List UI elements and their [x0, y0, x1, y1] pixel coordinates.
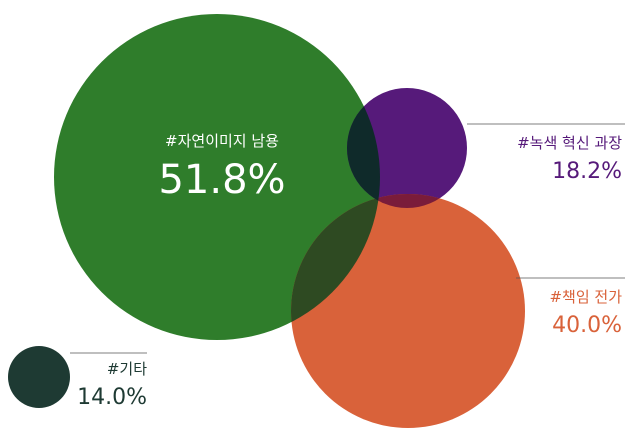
label-value-responsibility: 40.0%: [552, 313, 622, 338]
label-value-green-innovation: 18.2%: [552, 159, 622, 184]
label-value-other: 14.0%: [77, 385, 147, 410]
overlap-green-orange: [291, 194, 380, 340]
label-name-other: #기타: [107, 360, 147, 378]
label-name-green-innovation: #녹색 혁신 과장: [517, 134, 622, 152]
bubble-nature-image-misuse: [54, 14, 380, 340]
label-name-nature-image-misuse: #자연이미지 남용: [165, 132, 279, 150]
label-value-nature-image-misuse: 51.8%: [158, 157, 285, 203]
bubble-other: [8, 346, 70, 408]
label-name-responsibility: #책임 전가: [549, 288, 622, 306]
